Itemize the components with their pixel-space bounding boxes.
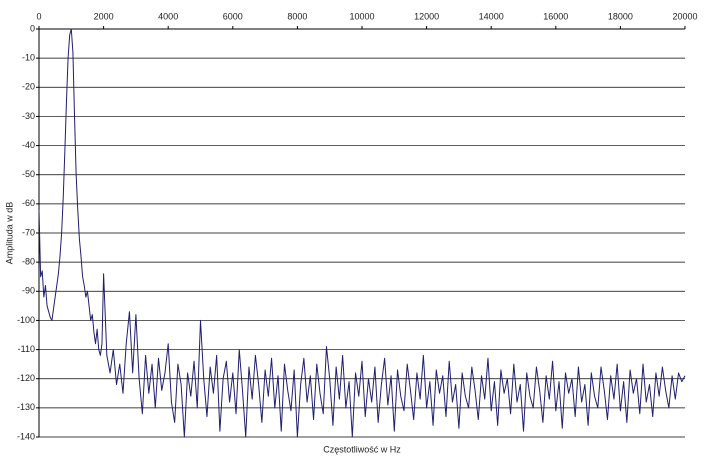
y-tick-label: -140	[17, 431, 35, 441]
x-tick-label: 18000	[608, 11, 633, 21]
y-tick-label: -40	[22, 140, 35, 150]
x-tick-label: 16000	[543, 11, 568, 21]
x-tick-label: 6000	[223, 11, 243, 21]
y-tick-label: -50	[22, 169, 35, 179]
y-tick-label: -110	[18, 344, 35, 354]
y-tick-label: -90	[22, 286, 35, 296]
y-tick-label: -80	[22, 257, 35, 267]
x-tick-label: 20000	[672, 11, 697, 21]
data-line	[38, 28, 686, 438]
y-axis-label: Amplituda w dB	[4, 202, 14, 265]
x-tick-label: 2000	[94, 11, 114, 21]
y-tick-label: -120	[17, 373, 35, 383]
y-tick-label: -20	[22, 82, 35, 92]
x-axis-label: Częstotliwość w Hz	[323, 444, 401, 454]
y-tick-label: -10	[22, 53, 35, 63]
y-tick-label: -70	[22, 227, 35, 237]
x-tick-label: 10000	[349, 11, 374, 21]
y-tick-label: -60	[22, 198, 35, 208]
y-tick-label: -130	[17, 402, 35, 412]
x-tick-label: 12000	[414, 11, 439, 21]
x-tick-label: 14000	[479, 11, 504, 21]
y-tick-label: -100	[17, 315, 35, 325]
x-tick-label: 8000	[287, 11, 307, 21]
y-tick-label: -30	[22, 111, 35, 121]
y-tick-label: 0	[30, 23, 35, 33]
x-tick-label: 4000	[158, 11, 178, 21]
x-tick-label: 0	[36, 11, 41, 21]
